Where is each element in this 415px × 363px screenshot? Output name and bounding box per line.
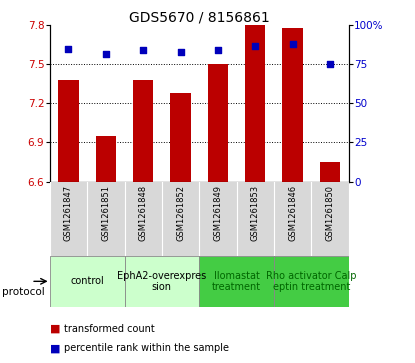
Text: percentile rank within the sample: percentile rank within the sample xyxy=(64,343,229,354)
Point xyxy=(289,41,296,47)
Bar xyxy=(282,28,303,182)
Text: GSM1261851: GSM1261851 xyxy=(101,185,110,241)
Point xyxy=(103,50,109,56)
Bar xyxy=(199,256,274,307)
Text: Ilomastat
treatment: Ilomastat treatment xyxy=(212,270,261,292)
Bar xyxy=(208,65,228,182)
Text: GSM1261847: GSM1261847 xyxy=(64,185,73,241)
Text: GSM1261848: GSM1261848 xyxy=(139,185,148,241)
Bar xyxy=(274,256,349,307)
Text: GSM1261849: GSM1261849 xyxy=(213,185,222,241)
Text: ■: ■ xyxy=(50,323,60,334)
Point xyxy=(140,48,146,53)
Point xyxy=(177,49,184,55)
Point xyxy=(327,61,333,68)
Text: GSM1261853: GSM1261853 xyxy=(251,185,260,241)
Bar xyxy=(170,93,191,182)
Text: GSM1261846: GSM1261846 xyxy=(288,185,297,241)
Text: transformed count: transformed count xyxy=(64,323,155,334)
Title: GDS5670 / 8156861: GDS5670 / 8156861 xyxy=(129,10,270,24)
Text: GSM1261850: GSM1261850 xyxy=(325,185,334,241)
Point xyxy=(65,46,72,52)
Text: EphA2-overexpres
sion: EphA2-overexpres sion xyxy=(117,270,207,292)
Bar xyxy=(133,80,154,182)
Point xyxy=(215,48,221,53)
Point xyxy=(252,43,259,49)
Bar xyxy=(95,136,116,182)
Text: control: control xyxy=(70,276,104,286)
Bar xyxy=(245,25,266,182)
Text: Rho activator Calp
eptin treatment: Rho activator Calp eptin treatment xyxy=(266,270,356,292)
Bar xyxy=(124,256,199,307)
Text: GSM1261852: GSM1261852 xyxy=(176,185,185,241)
Text: ■: ■ xyxy=(50,343,60,354)
Bar xyxy=(58,80,79,182)
Bar xyxy=(50,256,124,307)
Text: protocol: protocol xyxy=(2,287,45,297)
Bar xyxy=(320,162,340,182)
